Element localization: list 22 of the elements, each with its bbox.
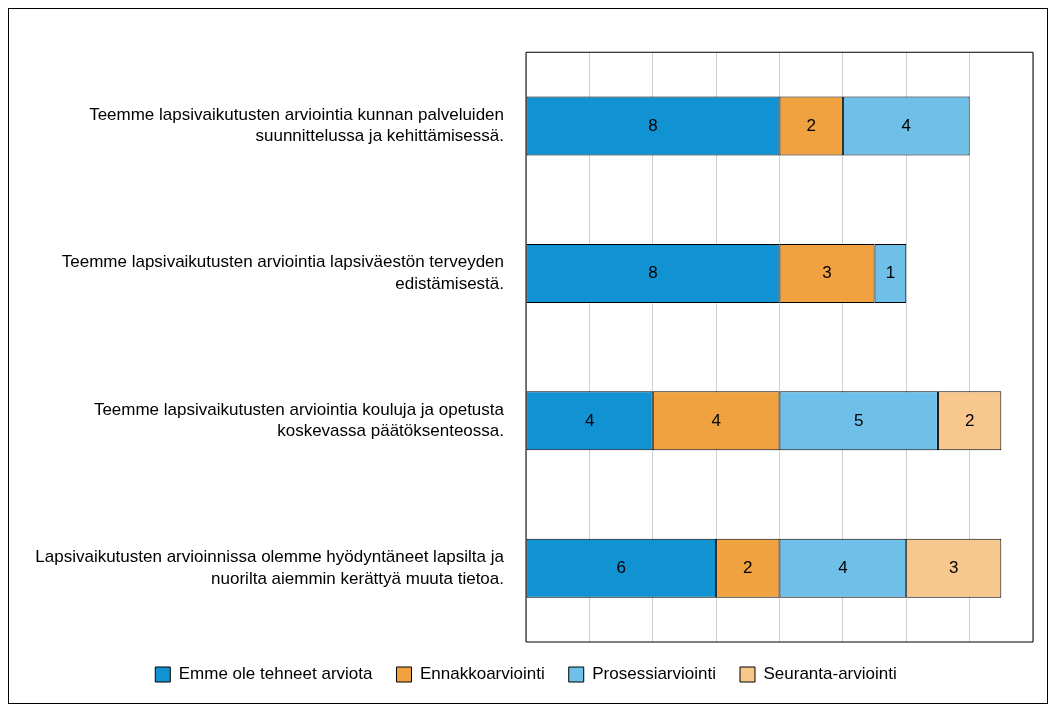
- legend-label: Prosessiarviointi: [592, 664, 716, 684]
- legend-label: Seuranta-arviointi: [763, 664, 897, 684]
- data-label: 4: [838, 557, 848, 577]
- y-tick-label: Teemme lapsivaikutusten arviointia kouluja ja opetusta koskevassa päätöksenteossa.: [93, 399, 505, 441]
- y-tick-label: Teemme lapsivaikutusten arviointia lapsiväestön terveyden edistämisestä.: [61, 252, 504, 293]
- y-tick-label: Teemme lapsivaikutusten arviointia kunnan palveluiden suunnittelussa ja kehittämisessä.: [89, 105, 504, 146]
- data-label: 2: [743, 557, 753, 577]
- data-label: 3: [949, 557, 959, 577]
- data-label: 4: [901, 115, 911, 135]
- legend-label: Emme ole tehneet arviota: [178, 664, 374, 684]
- data-label: 8: [648, 115, 658, 135]
- data-label: 2: [964, 410, 975, 430]
- data-label: 4: [711, 410, 721, 430]
- data-label: 6: [616, 557, 627, 577]
- data-label: 5: [853, 410, 864, 430]
- data-label: 4: [584, 410, 595, 430]
- data-label: 3: [822, 263, 832, 283]
- legend-label: Ennakkoarviointi: [419, 664, 545, 684]
- y-tick-label: Lapsivaikutusten arvioinnissa olemme hyödyntäneet lapsilta ja nuorilta aiemmin kerättyä muuta tietoa.: [35, 547, 505, 588]
- data-label: 2: [806, 115, 816, 135]
- data-label: 1: [885, 263, 896, 283]
- data-label: 8: [648, 263, 658, 283]
